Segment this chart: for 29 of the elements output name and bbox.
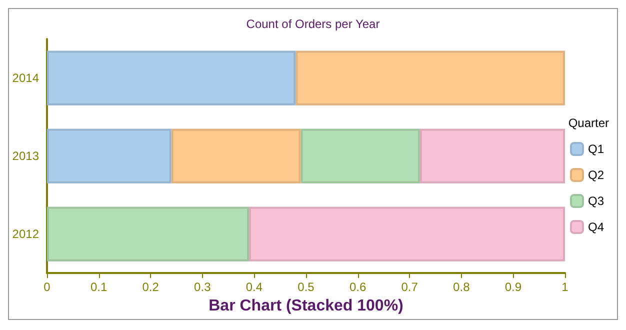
bar — [47, 128, 172, 184]
x-tick-label: 0.8 — [453, 280, 470, 294]
legend-label: Q2 — [588, 168, 604, 182]
legend-label: Q1 — [588, 142, 604, 156]
x-axis-title: Bar Chart (Stacked 100%) — [208, 298, 404, 314]
x-tick-label: 0.3 — [194, 280, 212, 294]
legend-label: Q3 — [588, 194, 604, 208]
x-tick-label: 0.7 — [401, 280, 418, 294]
chart-title: Count of Orders per Year — [246, 17, 380, 31]
bar — [420, 128, 565, 184]
x-tick-label: 0.9 — [504, 280, 522, 294]
bar — [171, 128, 301, 184]
y-tick-label: 2012 — [12, 227, 40, 242]
x-tick-label: 0.5 — [298, 280, 315, 294]
bar — [300, 128, 420, 184]
legend-title: Quarter — [568, 116, 610, 130]
x-tick-label: 0.1 — [90, 280, 108, 294]
x-tick-label: 0.4 — [246, 280, 263, 294]
y-tick-label: 2013 — [12, 149, 40, 164]
bar — [47, 206, 250, 262]
bar — [296, 50, 565, 106]
y-tick-label: 2014 — [12, 71, 40, 86]
bar — [249, 206, 565, 262]
x-tick-label: 0.6 — [349, 280, 366, 294]
bar — [47, 50, 296, 106]
x-tick-label: 0.2 — [142, 280, 160, 294]
x-tick-label: 1 — [562, 280, 569, 294]
x-tick-label: 0 — [44, 280, 51, 294]
legend-label: Q4 — [588, 220, 604, 234]
